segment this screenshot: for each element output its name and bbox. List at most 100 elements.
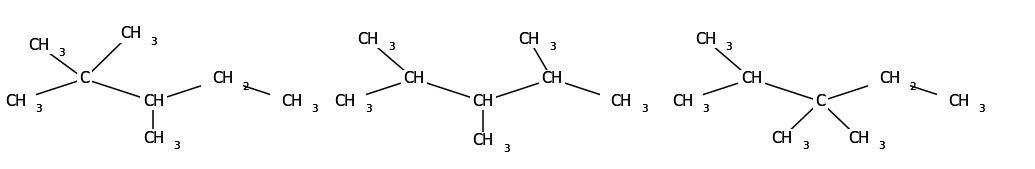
Bar [738, 70, 765, 88]
Text: CH: CH [5, 94, 26, 109]
Text: 3: 3 [503, 144, 509, 154]
Bar [938, 92, 979, 110]
Text: CH: CH [120, 26, 141, 41]
Text: CH: CH [357, 32, 379, 47]
Text: 3: 3 [312, 104, 318, 114]
Text: CH: CH [143, 94, 164, 109]
Bar [600, 92, 642, 110]
Text: 3: 3 [802, 141, 808, 151]
Text: CH: CH [212, 71, 233, 86]
Bar [132, 129, 175, 147]
Bar [538, 70, 565, 88]
Text: 3: 3 [173, 141, 180, 151]
Text: 3: 3 [364, 104, 372, 114]
Text: 3: 3 [879, 141, 885, 151]
Text: CH: CH [741, 71, 762, 86]
Text: CH: CH [672, 94, 692, 109]
Bar [0, 92, 36, 110]
Text: CH: CH [404, 71, 424, 86]
Text: CH: CH [280, 94, 302, 109]
Text: 3: 3 [549, 42, 556, 52]
Text: 3: 3 [641, 104, 647, 114]
Text: CH: CH [519, 32, 539, 47]
Text: 2: 2 [909, 82, 916, 92]
Text: 3: 3 [173, 141, 180, 151]
Text: CH: CH [519, 32, 539, 47]
Text: CH: CH [948, 94, 969, 109]
Text: CH: CH [472, 94, 494, 109]
Text: CH: CH [848, 130, 869, 146]
Text: C: C [816, 94, 826, 109]
Text: CH: CH [948, 94, 969, 109]
Text: CH: CH [212, 71, 233, 86]
Bar [812, 92, 828, 110]
Bar [401, 70, 427, 88]
Text: CH: CH [404, 71, 424, 86]
Text: 3: 3 [702, 104, 709, 114]
Text: 2: 2 [242, 82, 248, 92]
Text: 3: 3 [58, 48, 64, 58]
Bar [661, 92, 704, 110]
Text: CH: CH [771, 130, 793, 146]
Text: CH: CH [879, 71, 899, 86]
Text: CH: CH [5, 94, 26, 109]
Text: CH: CH [472, 133, 494, 148]
Bar [140, 92, 167, 110]
Text: 3: 3 [549, 42, 556, 52]
Text: 3: 3 [364, 104, 372, 114]
Text: CH: CH [472, 94, 494, 109]
Text: CH: CH [694, 32, 716, 47]
Bar [270, 92, 313, 110]
Text: 3: 3 [503, 144, 509, 154]
Text: C: C [80, 71, 89, 86]
Bar [347, 30, 389, 49]
Text: 3: 3 [879, 141, 885, 151]
Text: 3: 3 [388, 42, 394, 52]
Text: 3: 3 [58, 48, 64, 58]
Bar [324, 92, 366, 110]
Text: 3: 3 [388, 42, 394, 52]
Text: 2: 2 [242, 82, 248, 92]
Text: 3: 3 [641, 104, 647, 114]
Bar [110, 25, 151, 43]
Text: 3: 3 [35, 104, 41, 114]
Text: 3: 3 [150, 37, 156, 47]
Text: CH: CH [143, 130, 164, 146]
Bar [508, 30, 550, 49]
Text: CH: CH [28, 38, 49, 53]
Text: CH: CH [28, 38, 49, 53]
Text: 3: 3 [978, 104, 984, 114]
Text: CH: CH [672, 94, 692, 109]
Bar [18, 36, 59, 54]
Text: C: C [816, 94, 826, 109]
Text: CH: CH [541, 71, 563, 86]
Text: CH: CH [694, 32, 716, 47]
Text: CH: CH [741, 71, 762, 86]
Text: CH: CH [472, 133, 494, 148]
Text: C: C [80, 71, 89, 86]
Text: CH: CH [541, 71, 563, 86]
Text: CH: CH [120, 26, 141, 41]
Bar [684, 30, 727, 49]
Text: 3: 3 [726, 42, 732, 52]
Text: CH: CH [143, 94, 164, 109]
Text: CH: CH [334, 94, 356, 109]
Text: CH: CH [611, 94, 631, 109]
Text: CH: CH [280, 94, 302, 109]
Text: 2: 2 [909, 82, 916, 92]
Text: CH: CH [334, 94, 356, 109]
Text: 3: 3 [802, 141, 808, 151]
Text: CH: CH [611, 94, 631, 109]
Text: CH: CH [357, 32, 379, 47]
Bar [761, 129, 803, 147]
Text: CH: CH [879, 71, 899, 86]
Bar [462, 132, 504, 150]
Bar [201, 70, 243, 88]
Text: CH: CH [848, 130, 869, 146]
Bar [837, 129, 880, 147]
Text: 3: 3 [978, 104, 984, 114]
Bar [77, 70, 92, 88]
Text: 3: 3 [35, 104, 41, 114]
Text: 3: 3 [702, 104, 709, 114]
Bar [868, 70, 911, 88]
